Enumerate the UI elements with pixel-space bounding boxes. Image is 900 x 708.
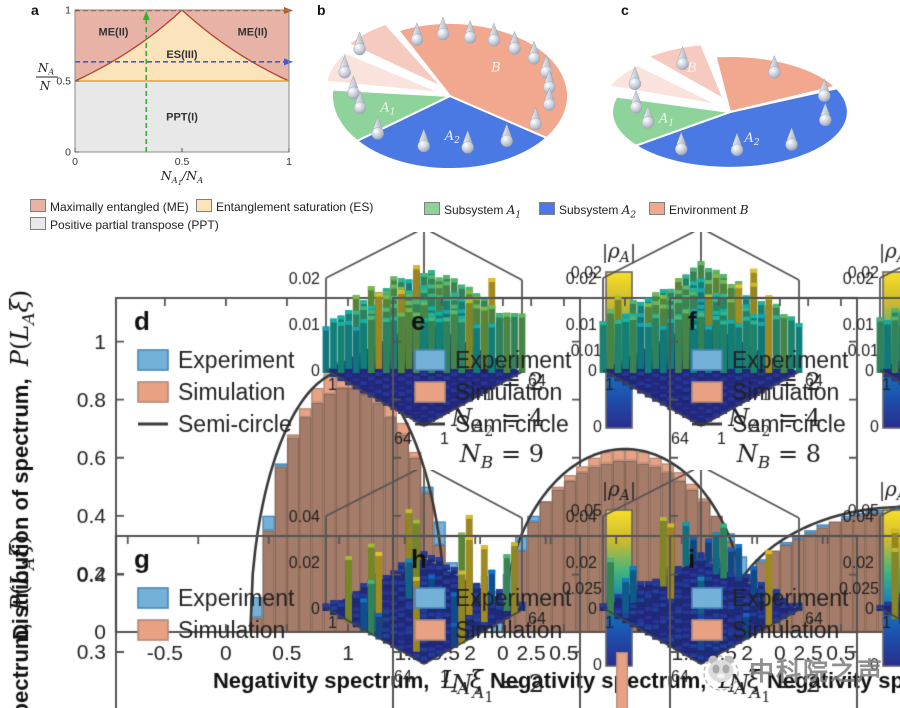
pie-sector-label: B [490,61,501,76]
spin-icon [417,128,430,153]
legend-label-a1: Subsystem A1 [444,203,522,221]
panel-b-letter: b [317,2,326,18]
spin-icon [529,106,542,131]
legend-item-environment-b: Environment B [649,201,749,217]
x-tick-label: 1 [286,156,292,168]
spin-icon [338,54,351,79]
legend-label-b: Environment B [669,203,749,217]
pie-sector-label: B [686,61,697,76]
ppt-swatch [30,217,46,230]
x-tick-label: 0 [72,156,78,168]
cas-voice-panda-logo-icon [703,655,739,691]
watermark: 中科院之声 [693,640,899,704]
region-label: ME(II) [238,26,268,38]
spin-icon [353,31,366,56]
y-tick-label: 0.5 [56,76,71,88]
spin-icon [500,123,513,148]
svg-text:N: N [39,79,51,93]
region-es [75,10,289,81]
spin-icon [730,132,744,157]
legend-item-subsystem-a2: Subsystem A2 [539,201,637,221]
pie-sector-B-pale-2 [346,22,444,89]
spin-icon [508,30,521,55]
region-label: PPT(I) [166,112,198,124]
spin-icon [410,22,424,46]
y-axis-title: NA [37,61,55,77]
spin-icon [675,131,688,156]
arrow-up-icon [142,11,150,20]
spin-icon [676,46,689,70]
legend-label-me: Maximally entangled (ME) [50,200,189,214]
panel-c-letter: c [621,2,629,18]
spin-icon [819,102,832,127]
panel-a-letter: a [31,2,39,18]
spin-icon [461,129,474,154]
spin-icon [463,19,477,44]
spin-icon [818,78,831,102]
pie-sector-A2 [355,94,549,171]
spin-icon [768,54,781,79]
legend-label-a2: Subsystem A2 [559,203,637,221]
region-ppt [75,81,289,152]
es-swatch [196,199,212,212]
x-axis-title: NA1/NA [160,168,204,187]
a2-swatch [539,202,555,215]
y-tick-label: 1 [65,5,71,17]
spin-icon [371,115,384,140]
y-tick-label: 0 [65,147,71,159]
spin-icon [347,75,360,100]
pie-sector-B-mid [645,43,726,102]
legend-item-ppt: Positive partial transpose (PPT) [30,216,219,232]
spin-icon [641,104,655,129]
spin-icon [353,90,367,115]
spin-icon [629,89,643,114]
me-swatch [30,199,46,212]
legend-item-es: Entanglement saturation (ES) [196,198,374,214]
region-label: ES(III) [166,49,198,61]
spin-icon [487,22,501,47]
spin-icon [785,126,798,151]
spin-icon [527,40,541,65]
legend-item-subsystem-a1: Subsystem A1 [424,201,522,221]
a1-swatch [424,202,440,215]
watermark-text: 中科院之声 [749,657,885,686]
legend-label-ppt: Positive partial transpose (PPT) [50,218,219,232]
spin-icon [628,66,642,91]
pie-sector-B [714,55,838,114]
legend-item-me: Maximally entangled (ME) [30,198,189,214]
x-tick-label: 0.5 [175,156,190,168]
spin-icon [436,16,450,41]
pie-sector-B [396,21,570,140]
panel-a-phase-diagram: ME(II) ES(III) ME(II) PPT(I) 0 0.5 1 0 0.5 1 NA N NA… [36,5,293,187]
spin-icon [543,87,556,111]
region-label: ME(II) [99,26,129,38]
b-swatch [649,202,665,215]
legend-label-es: Entanglement saturation (ES) [216,200,374,214]
